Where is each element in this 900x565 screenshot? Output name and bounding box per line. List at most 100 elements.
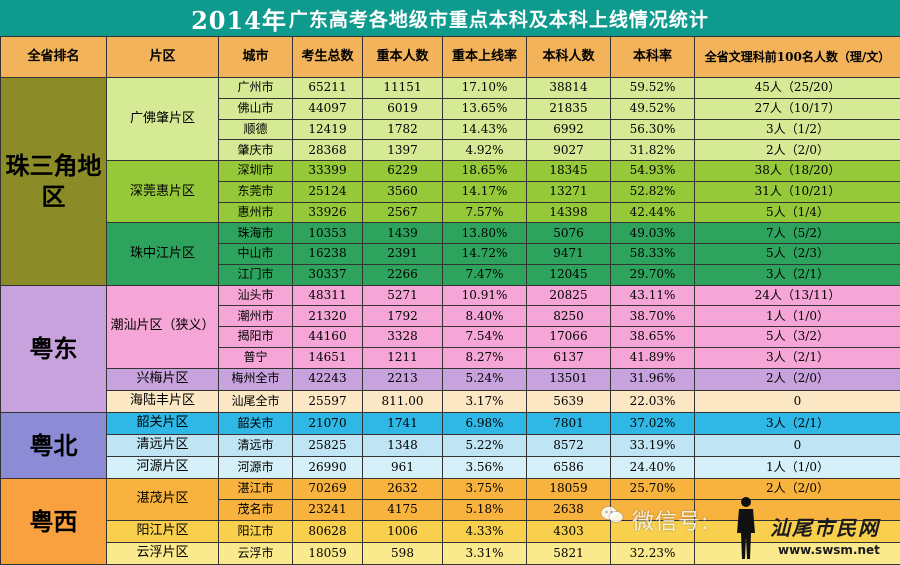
key-rate-cell: 8.27% bbox=[442, 346, 527, 369]
undergrad-count-cell: 7801 bbox=[526, 411, 611, 435]
key-rate-cell: 14.72% bbox=[442, 243, 527, 265]
table-row: 粤东 潮汕片区（狭义） 汕头市 48311 5271 10.91% 20825 43.11% 2… bbox=[0, 284, 900, 413]
total-cell: 70269 bbox=[292, 478, 363, 500]
undergrad-count-cell: 9471 bbox=[526, 243, 611, 265]
table-row: 肇庆市 28368 1397 4.92% 9027 31.82% 2人（2/0） bbox=[0, 139, 900, 161]
total-cell: 25825 bbox=[292, 433, 363, 458]
total-cell: 26990 bbox=[292, 455, 363, 480]
undergrad-count-cell: 17066 bbox=[526, 326, 611, 348]
key-rate-cell: 17.10% bbox=[442, 77, 527, 99]
city-cell: 惠州市 bbox=[218, 201, 293, 224]
area-cell: 湛茂片区 bbox=[106, 478, 219, 521]
undergrad-rate-cell: 25.70% bbox=[610, 478, 695, 500]
total-cell: 23241 bbox=[292, 498, 363, 521]
area-cell: 珠中江片区 bbox=[106, 222, 219, 286]
total-cell: 21070 bbox=[292, 411, 363, 435]
key-rate-cell: 3.56% bbox=[442, 455, 527, 480]
key-count-cell: 2391 bbox=[362, 243, 443, 265]
total-cell: 48311 bbox=[292, 284, 363, 307]
undergrad-rate-cell: 31.82% bbox=[610, 139, 695, 161]
top100-cell: 2人（2/0） bbox=[694, 139, 900, 161]
undergrad-count-cell: 6137 bbox=[526, 346, 611, 369]
city-cell: 广州市 bbox=[218, 77, 293, 99]
undergrad-rate-cell: 22.03% bbox=[610, 389, 695, 413]
total-cell: 44160 bbox=[292, 326, 363, 348]
key-rate-cell: 6.98% bbox=[442, 411, 527, 435]
table-row: 海陆丰片区 汕尾全市 25597 811.00 3.17% 5639 22.03% 0 bbox=[0, 389, 900, 413]
key-rate-cell: 13.80% bbox=[442, 222, 527, 244]
key-rate-cell: 5.24% bbox=[442, 367, 527, 391]
title-year: 2014年 bbox=[191, 5, 287, 35]
key-rate-cell: 14.17% bbox=[442, 180, 527, 203]
undergrad-rate-cell: 37.02% bbox=[610, 411, 695, 435]
key-count-cell: 5271 bbox=[362, 284, 443, 307]
table-row: 珠三角地区 广佛肇片区 广州市 65211 11151 17.10% 38814 59.52%… bbox=[0, 77, 900, 286]
wechat-watermark-text: 微信号: bbox=[632, 510, 710, 535]
top100-cell: 1人（1/0） bbox=[694, 455, 900, 480]
city-cell: 汕头市 bbox=[218, 284, 293, 307]
undergrad-count-cell: 6992 bbox=[526, 118, 611, 141]
undergrad-count-cell: 38814 bbox=[526, 77, 611, 99]
top100-cell: 7人（5/2） bbox=[694, 222, 900, 244]
region-cell: 粤西 bbox=[0, 478, 107, 565]
key-rate-cell: 5.18% bbox=[442, 498, 527, 521]
area-cell: 云浮片区 bbox=[106, 541, 219, 565]
total-cell: 28368 bbox=[292, 139, 363, 161]
table-row: 珠中江片区 珠海市 10353 1439 13.80% 5076 49.03% 7人（5/2） bbox=[0, 222, 900, 286]
city-cell: 清远市 bbox=[218, 433, 293, 458]
undergrad-rate-cell: 56.30% bbox=[610, 118, 695, 141]
key-rate-cell: 3.17% bbox=[442, 389, 527, 413]
undergrad-count-cell: 4303 bbox=[526, 519, 611, 543]
undergrad-count-cell: 21835 bbox=[526, 97, 611, 120]
city-cell: 肇庆市 bbox=[218, 139, 293, 161]
key-count-cell: 2266 bbox=[362, 263, 443, 286]
table-row: 阳江片区 阳江市 80628 1006 4.33% 4303 bbox=[0, 519, 900, 543]
key-count-cell: 1439 bbox=[362, 222, 443, 244]
header-undergrad-count: 本科人数 bbox=[526, 36, 611, 78]
top100-cell: 31人（10/21） bbox=[694, 180, 900, 203]
key-rate-cell: 3.31% bbox=[442, 541, 527, 565]
scores-table: 全省排名 片区 城市 考生总数 重本人数 重本上线率 本科人数 本科率 全省文理… bbox=[0, 36, 900, 565]
header-area: 片区 bbox=[106, 36, 219, 78]
undergrad-count-cell: 14398 bbox=[526, 201, 611, 224]
top100-cell: 2人（2/0） bbox=[694, 478, 900, 500]
key-rate-cell: 4.92% bbox=[442, 139, 527, 161]
top100-cell: 3人（1/2） bbox=[694, 118, 900, 141]
key-rate-cell: 10.91% bbox=[442, 284, 527, 307]
area-cell: 韶关片区 bbox=[106, 411, 219, 435]
undergrad-count-cell: 5076 bbox=[526, 222, 611, 244]
undergrad-count-cell: 13501 bbox=[526, 367, 611, 391]
header-key-count: 重本人数 bbox=[362, 36, 443, 78]
undergrad-rate-cell: 52.82% bbox=[610, 180, 695, 203]
area-cell: 河源片区 bbox=[106, 455, 219, 480]
top100-cell: 5人（2/3） bbox=[694, 243, 900, 265]
key-count-cell: 1397 bbox=[362, 139, 443, 161]
region-cell: 粤北 bbox=[0, 411, 107, 480]
header-top100: 全省文理科前100名人数（理/文） bbox=[694, 36, 900, 78]
undergrad-count-cell: 12045 bbox=[526, 263, 611, 286]
city-cell: 河源市 bbox=[218, 455, 293, 480]
key-rate-cell: 7.54% bbox=[442, 326, 527, 348]
top100-cell: 5人（1/4） bbox=[694, 201, 900, 224]
key-count-cell: 1792 bbox=[362, 305, 443, 327]
header-undergrad-rate: 本科率 bbox=[610, 36, 695, 78]
region-cell: 珠三角地区 bbox=[0, 77, 107, 286]
table-title: 2014年 广东高考各地级市重点本科及本科上线情况统计 bbox=[0, 0, 900, 36]
top100-cell: 27人（10/17） bbox=[694, 97, 900, 120]
key-count-cell: 6019 bbox=[362, 97, 443, 120]
city-cell: 云浮市 bbox=[218, 541, 293, 565]
total-cell: 16238 bbox=[292, 243, 363, 265]
city-cell: 茂名市 bbox=[218, 498, 293, 521]
total-cell: 30337 bbox=[292, 263, 363, 286]
site-signature-logo: 汕尾市民网 bbox=[770, 516, 880, 540]
undergrad-count-cell: 6586 bbox=[526, 455, 611, 480]
key-rate-cell: 13.65% bbox=[442, 97, 527, 120]
total-cell: 80628 bbox=[292, 519, 363, 543]
city-cell: 汕尾全市 bbox=[218, 389, 293, 413]
undergrad-rate-cell: 42.44% bbox=[610, 201, 695, 224]
key-count-cell: 811.00 bbox=[362, 389, 443, 413]
undergrad-count-cell: 13271 bbox=[526, 180, 611, 203]
area-cell: 清远片区 bbox=[106, 433, 219, 458]
undergrad-rate-cell: 58.33% bbox=[610, 243, 695, 265]
city-cell: 珠海市 bbox=[218, 222, 293, 244]
